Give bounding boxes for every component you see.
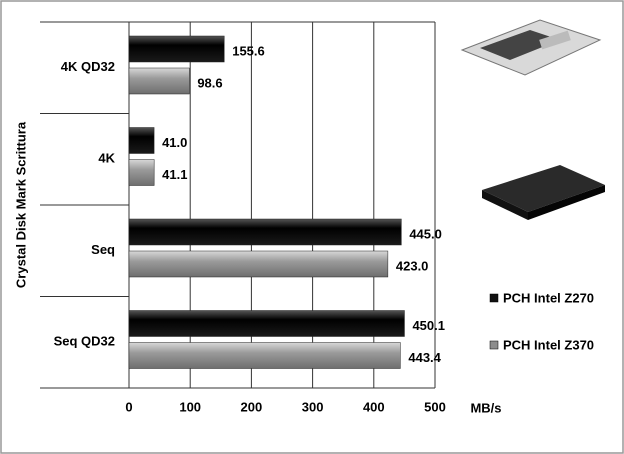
- bar: [128, 342, 401, 369]
- x-tick-label: 0: [125, 399, 132, 414]
- value-label: 41.0: [162, 135, 187, 150]
- y-tick-label: Seq QD32: [54, 334, 115, 349]
- bar: [128, 218, 402, 246]
- value-label: 443.4: [408, 350, 441, 365]
- bar: [128, 35, 225, 63]
- bar: [128, 310, 405, 337]
- y-tick-label: 4K QD32: [61, 59, 115, 74]
- x-tick-label: 400: [363, 399, 385, 414]
- bar: [128, 159, 155, 186]
- value-label: 41.1: [162, 167, 187, 182]
- x-tick-label: 500: [424, 399, 446, 414]
- legend-swatch: [489, 340, 499, 350]
- legend-label: PCH Intel Z370: [503, 337, 594, 352]
- value-label: 423.0: [396, 258, 429, 273]
- ssd-image: [482, 165, 605, 220]
- legend-label: PCH Intel Z270: [503, 290, 594, 305]
- value-label: 445.0: [409, 226, 442, 241]
- x-tick-label: 200: [241, 399, 263, 414]
- bar: [128, 250, 389, 278]
- x-tick-label: 100: [179, 399, 201, 414]
- bar: [128, 67, 190, 95]
- motherboard-image: [460, 19, 602, 76]
- y-tick-label: Seq: [91, 242, 115, 257]
- y-tick-label: 4K: [98, 151, 115, 166]
- value-label: 155.6: [232, 43, 265, 58]
- value-label: 450.1: [412, 318, 445, 333]
- bar: [128, 127, 155, 154]
- x-axis-label: MB/s: [470, 400, 501, 415]
- legend-swatch: [489, 293, 499, 303]
- value-label: 98.6: [197, 75, 222, 90]
- x-tick-label: 300: [302, 399, 324, 414]
- y-axis-label: Crystal Disk Mark Scrittura: [13, 121, 28, 288]
